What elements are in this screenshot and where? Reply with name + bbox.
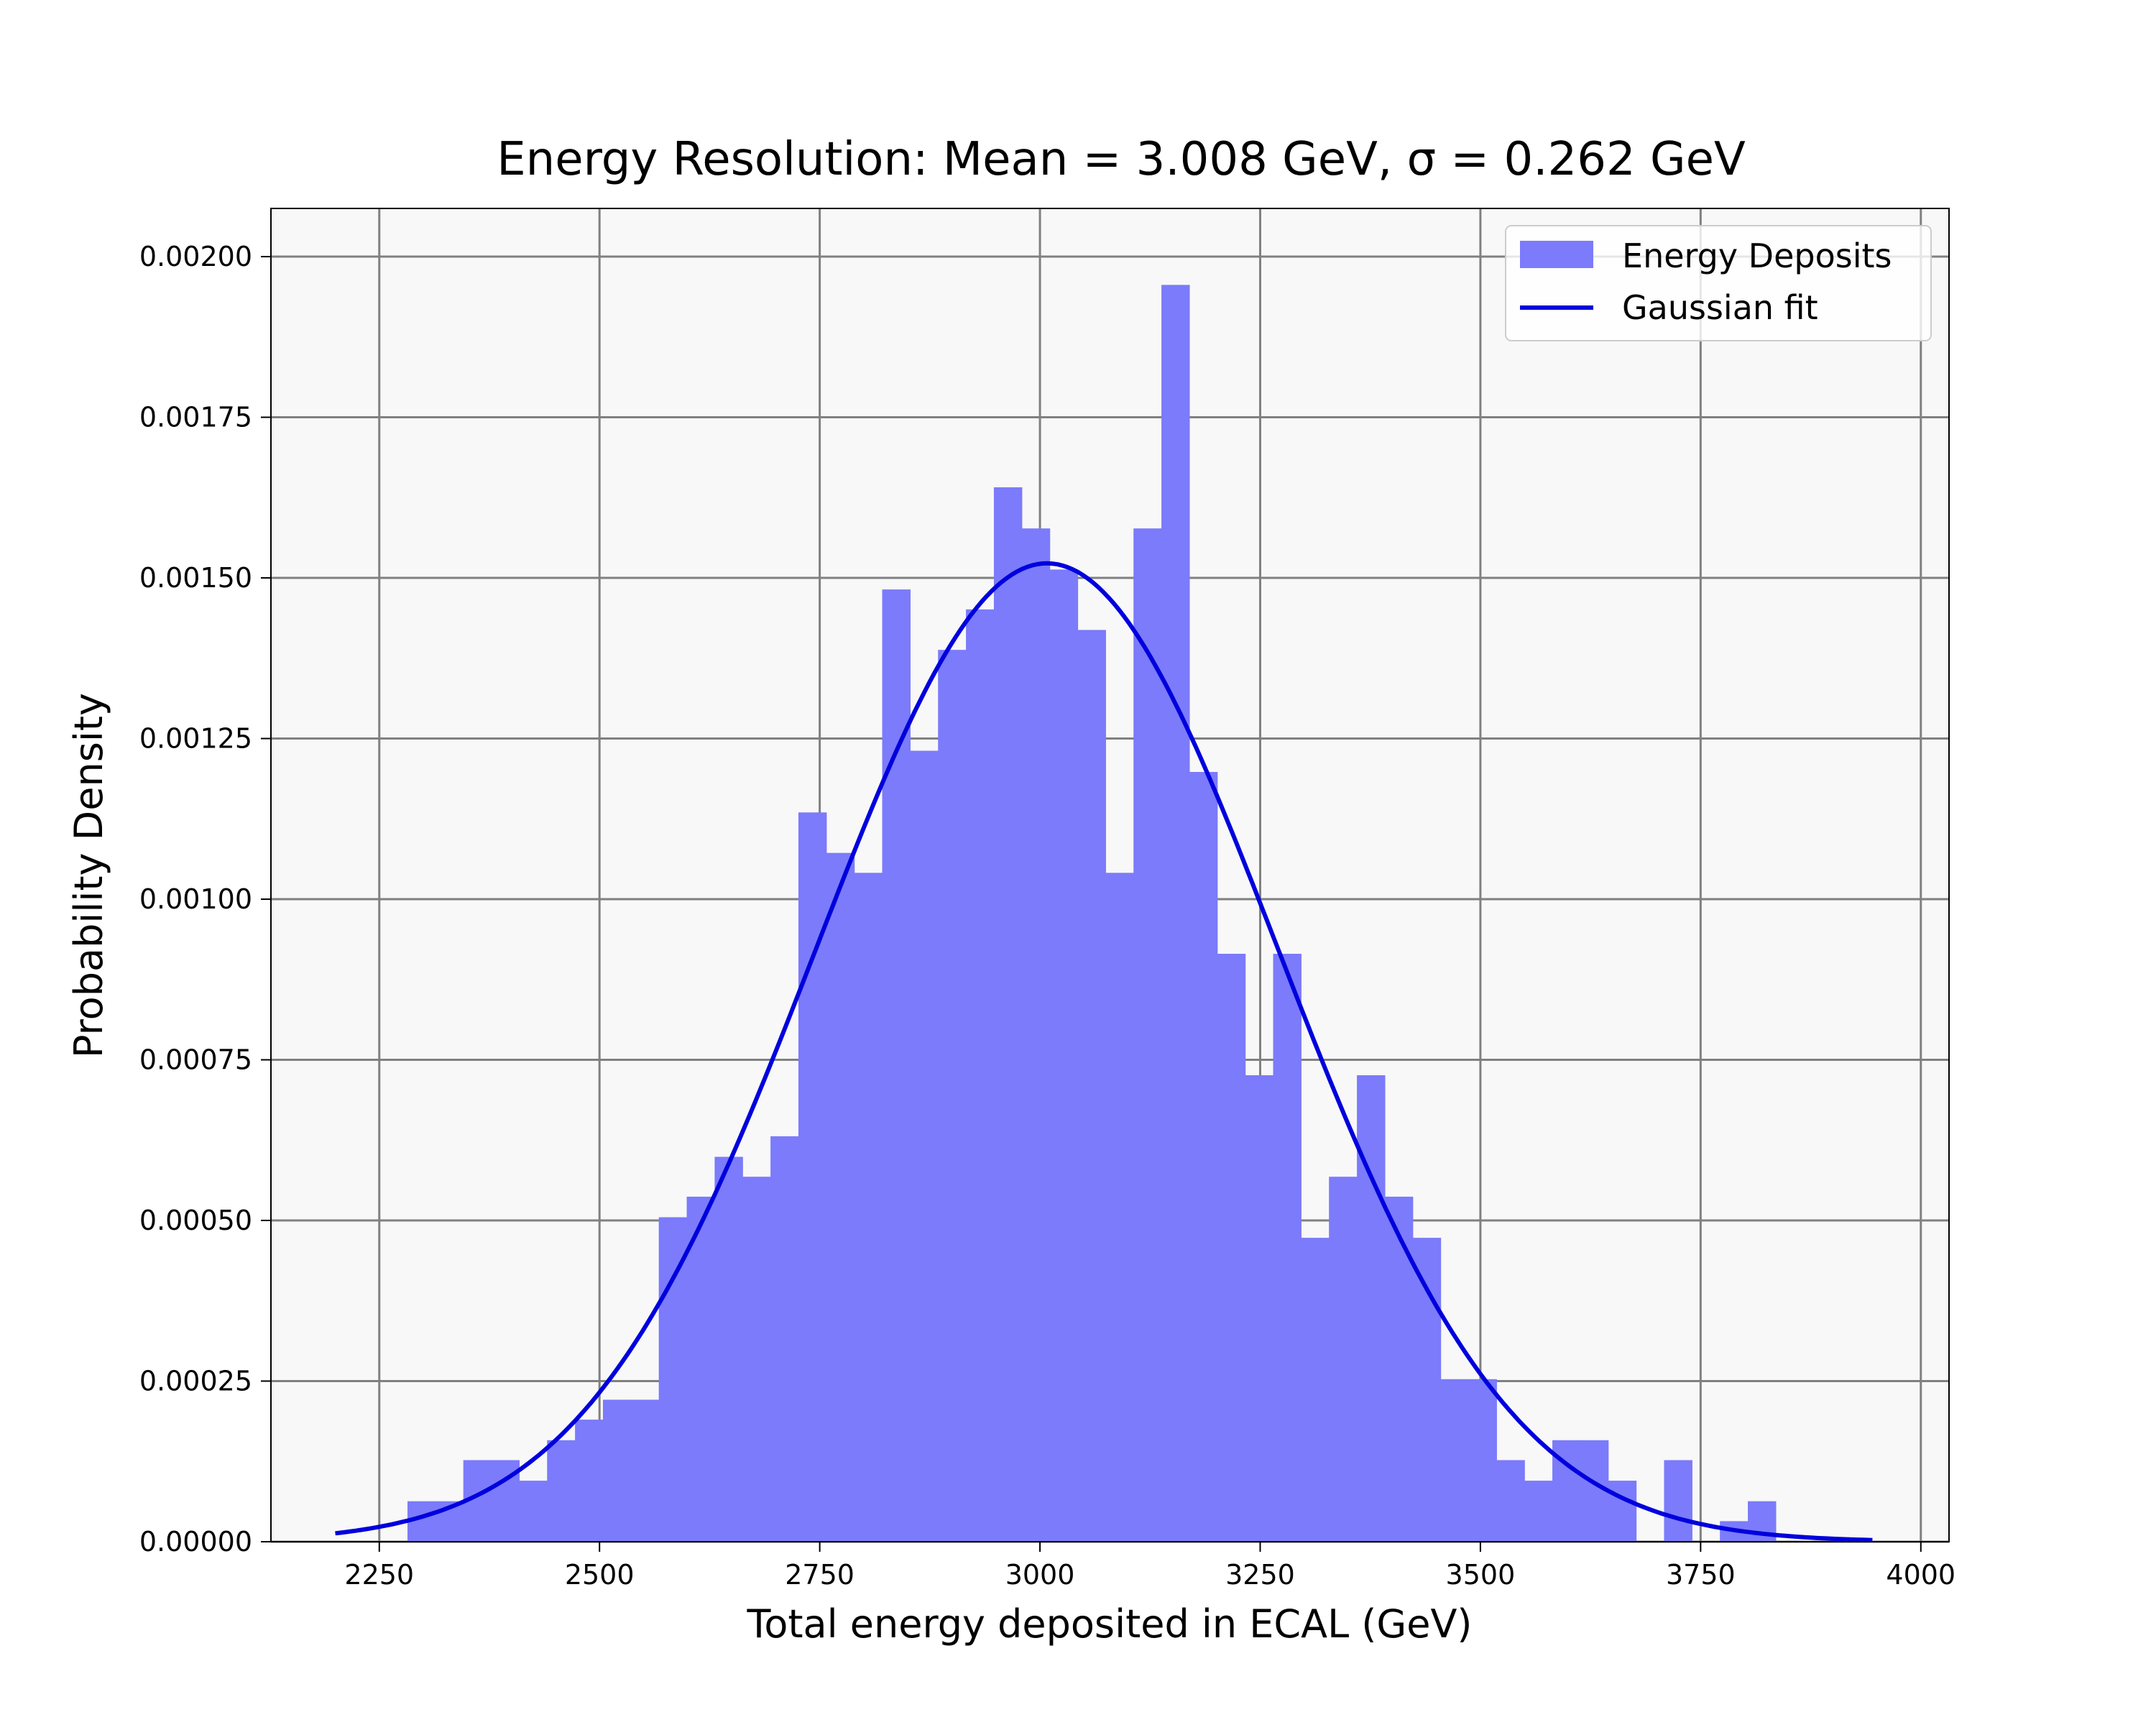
histogram-bar: [1580, 1440, 1609, 1542]
histogram-bar: [1301, 1238, 1330, 1542]
y-tick-label: 0.00100: [139, 883, 252, 915]
histogram-bar: [714, 1156, 743, 1542]
histogram-bar: [519, 1481, 548, 1542]
x-tick-label: 3750: [1666, 1559, 1736, 1591]
histogram-bar: [854, 873, 883, 1542]
histogram-bar: [1468, 1379, 1497, 1542]
histogram-bar: [1273, 954, 1302, 1542]
legend-energy-deposits-swatch: [1520, 241, 1593, 268]
histogram-bar: [1329, 1177, 1358, 1542]
x-tick-label: 2250: [344, 1559, 414, 1591]
histogram-bar: [1440, 1379, 1470, 1542]
histogram-bar: [1245, 1075, 1274, 1542]
histogram-bar: [630, 1399, 660, 1542]
histogram-bar: [686, 1196, 715, 1542]
y-tick-label: 0.00000: [139, 1526, 252, 1558]
y-axis-ticks: 0.00000 0.00025 0.00050 0.00075 0.00100 0.001…: [139, 241, 271, 1558]
histogram-bar: [1384, 1196, 1414, 1542]
x-tick-label: 3500: [1446, 1559, 1516, 1591]
x-tick-label: 3250: [1225, 1559, 1295, 1591]
gaussian-fit-curve: [335, 561, 1873, 1542]
histogram-bar: [1412, 1238, 1442, 1542]
histogram-bar: [798, 812, 827, 1542]
histogram-bar: [1357, 1075, 1386, 1542]
y-tick-label: 0.00175: [139, 402, 252, 433]
y-tick-label: 0.00050: [139, 1205, 252, 1236]
x-axis-label: Total energy deposited in ECAL (GeV): [747, 1601, 1473, 1647]
histogram-bar: [602, 1399, 632, 1542]
histogram-bar: [966, 609, 995, 1542]
y-tick-label: 0.00125: [139, 723, 252, 755]
legend-gaussian-fit-label: Gaussian fit: [1622, 288, 1818, 327]
y-tick-label: 0.00025: [139, 1366, 252, 1397]
histogram-bars: [407, 285, 1777, 1542]
y-tick-label: 0.00075: [139, 1044, 252, 1076]
legend-box: [1505, 225, 1932, 341]
histogram-bar: [770, 1136, 799, 1542]
legend: Energy Deposits Gaussian fit: [1505, 225, 1932, 341]
x-tick-label: 3000: [1005, 1559, 1075, 1591]
histogram-bar: [658, 1217, 688, 1542]
histogram-bar: [1496, 1460, 1525, 1542]
x-tick-label: 2500: [565, 1559, 635, 1591]
histogram-bar: [1133, 528, 1162, 1542]
histogram-bar: [1161, 285, 1190, 1542]
histogram-bar: [1524, 1481, 1553, 1542]
x-axis-ticks: 2250 2500 2750 3000 3250 3500 3750 4000: [344, 1542, 1955, 1591]
chart-title: Energy Resolution: Mean = 3.008 GeV, σ =…: [497, 133, 1746, 186]
histogram-bar: [1077, 630, 1106, 1542]
histogram-bar: [1021, 528, 1051, 1542]
histogram-bar: [993, 487, 1023, 1542]
histogram-bar: [1189, 772, 1218, 1542]
histogram-bar: [742, 1177, 771, 1542]
y-tick-label: 0.00150: [139, 562, 252, 594]
x-tick-label: 4000: [1886, 1559, 1955, 1591]
x-tick-label: 2750: [785, 1559, 854, 1591]
histogram-bar: [938, 650, 967, 1542]
plot-area-frame: [270, 208, 1950, 1542]
legend-energy-deposits-label: Energy Deposits: [1622, 236, 1892, 275]
y-axis-label: Probability Density: [66, 693, 111, 1058]
histogram-bar: [1608, 1481, 1637, 1542]
y-tick-label: 0.00200: [139, 241, 252, 272]
histogram-bar: [1664, 1460, 1692, 1542]
histogram-bar: [575, 1420, 604, 1542]
histogram-bar: [910, 750, 939, 1542]
histogram-bar: [826, 852, 855, 1542]
histogram-bar: [1105, 873, 1134, 1542]
histogram-bar: [1049, 569, 1079, 1542]
histogram-bar: [547, 1440, 576, 1542]
histogram-bar: [1217, 954, 1246, 1542]
